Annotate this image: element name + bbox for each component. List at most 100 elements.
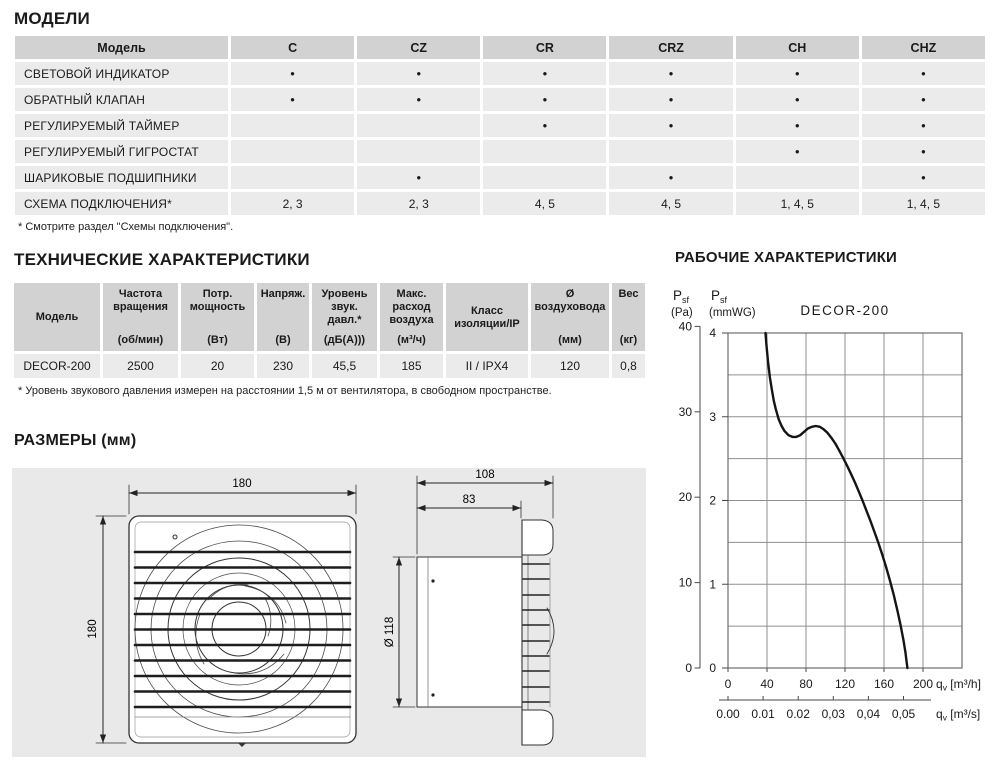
tech-column-header: Макс. расход воздуха (м³/ч) [380,283,443,351]
svg-text:1: 1 [709,577,716,591]
tech-column-header: Частота вращения (об/мин) [103,283,178,351]
models-feature-value: ● [735,88,859,111]
svg-text:40: 40 [760,677,774,691]
models-feature-value: ● [609,88,733,111]
tech-column-name: Потр. мощность [189,288,246,313]
chart-title: DECOR-200 [800,303,889,318]
svg-text:80: 80 [799,677,813,691]
models-table: Модель C CZ CR CRZ CH CHZ СВЕТОВОЙ ИНДИКАТОР ● ● ●… [15,36,985,215]
tech-column-name: Класс изоляции/IP [454,304,520,330]
dimensions-drawing: 180 180 [12,468,646,757]
svg-text:120: 120 [835,677,855,691]
side-view-drawing: 108 83 Ø 118 [384,469,555,746]
tech-column-name: Вес [618,288,639,300]
svg-text:2: 2 [709,494,716,508]
models-column-header: C [231,36,355,59]
svg-text:(mmWG): (mmWG) [709,307,756,319]
performance-heading: РАБОЧИЕ ХАРАКТЕРИСТИКИ [675,249,898,266]
models-feature-value: 2, 3 [357,192,481,215]
models-feature-value [609,140,733,163]
tech-column-unit: (кг) [619,334,638,347]
side-louver-fins [522,563,550,703]
models-column-header: CZ [357,36,481,59]
chart-grid [727,332,963,669]
svg-text:(Pa): (Pa) [671,307,693,319]
bottom-notch [238,743,246,747]
models-feature-label: СВЕТОВОЙ ИНДИКАТОР [15,62,228,85]
models-feature-value: ● [861,114,985,137]
tech-column-header: Вес (кг) [612,283,645,351]
svg-text:160: 160 [874,677,894,691]
svg-text:10: 10 [679,576,693,590]
tech-column-name: Ø воздуховода [534,288,606,313]
models-feature-value: ● [483,62,607,85]
svg-text:40: 40 [679,319,693,333]
models-feature-value: 2, 3 [231,192,355,215]
models-feature-value: 1, 4, 5 [735,192,859,215]
tech-value: DECOR-200 [14,354,100,378]
tech-column-unit: (м³/ч) [397,334,426,347]
tech-value: 120 [531,354,609,378]
front-width-label: 180 [232,478,251,490]
models-feature-value: ● [861,166,985,189]
svg-text:0.02: 0.02 [787,707,811,721]
svg-text:0,04: 0,04 [857,707,881,721]
dimensions-heading: РАЗМЕРЫ (мм) [14,432,137,449]
tech-column-header: Потр. мощность (Вт) [181,283,254,351]
front-view-drawing: 180 180 [87,478,357,747]
models-feature-value: ● [357,62,481,85]
models-column-header: CR [483,36,607,59]
models-feature-value [231,166,355,189]
tech-column-header: Класс изоляции/IP [446,283,528,351]
svg-text:Psf: Psf [711,288,728,305]
tech-heading: ТЕХНИЧЕСКИЕ ХАРАКТЕРИСТИКИ [14,250,310,269]
tech-column-unit: (В) [275,334,291,347]
models-feature-value [483,140,607,163]
mmwg-axis-title: Psf (mmWG) [709,288,756,319]
models-feature-value: ● [861,88,985,111]
models-feature-value [357,140,481,163]
svg-text:0: 0 [685,661,692,675]
svg-text:Psf: Psf [673,288,690,305]
models-feature-label: ОБРАТНЫЙ КЛАПАН [15,88,228,111]
models-feature-value [231,114,355,137]
tech-column-unit: (мм) [558,334,582,347]
models-feature-label: РЕГУЛИРУЕМЫЙ ТАЙМЕР [15,114,228,137]
models-feature-value: ● [861,62,985,85]
tech-column-name: Напряж. [260,288,306,300]
mmwg-axis: 4 3 2 1 0 [709,326,728,675]
svg-text:0.01: 0.01 [751,707,775,721]
svg-text:0.00: 0.00 [716,707,740,721]
models-feature-value: ● [609,166,733,189]
tech-column-unit: (об/мин) [117,334,164,347]
tech-value: 20 [181,354,254,378]
models-feature-value: ● [357,166,481,189]
tech-value: 2500 [103,354,178,378]
svg-text:200: 200 [913,677,933,691]
x-axis-m3s: 0.00 0.01 0.02 0,03 0,04 0,05 qv [m³/s] [716,696,980,723]
models-feature-value [735,166,859,189]
front-height-label: 180 [87,619,99,638]
models-feature-value: ● [861,140,985,163]
models-feature-value: ● [735,140,859,163]
svg-text:30: 30 [679,405,693,419]
tech-column-header: Модель [14,283,100,351]
svg-text:0,03: 0,03 [822,707,846,721]
front-louvers [133,550,352,709]
duct-diameter-label: Ø 118 [384,617,396,647]
svg-text:3: 3 [709,410,716,424]
models-column-header: CRZ [609,36,733,59]
models-heading: МОДЕЛИ [14,9,90,28]
models-feature-label: РЕГУЛИРУЕМЫЙ ГИГРОСТАТ [15,140,228,163]
models-feature-value [231,140,355,163]
duct-depth-label: 83 [463,494,476,506]
models-feature-value: ● [231,88,355,111]
pa-axis: 40 30 20 10 0 [679,319,701,675]
models-feature-value: 4, 5 [483,192,607,215]
svg-text:0: 0 [725,677,732,691]
svg-text:0,05: 0,05 [892,707,916,721]
models-column-header: CHZ [861,36,985,59]
tech-column-header: Ø воздуховода (мм) [531,283,609,351]
models-feature-label: СХЕМА ПОДКЛЮЧЕНИЯ* [15,192,228,215]
